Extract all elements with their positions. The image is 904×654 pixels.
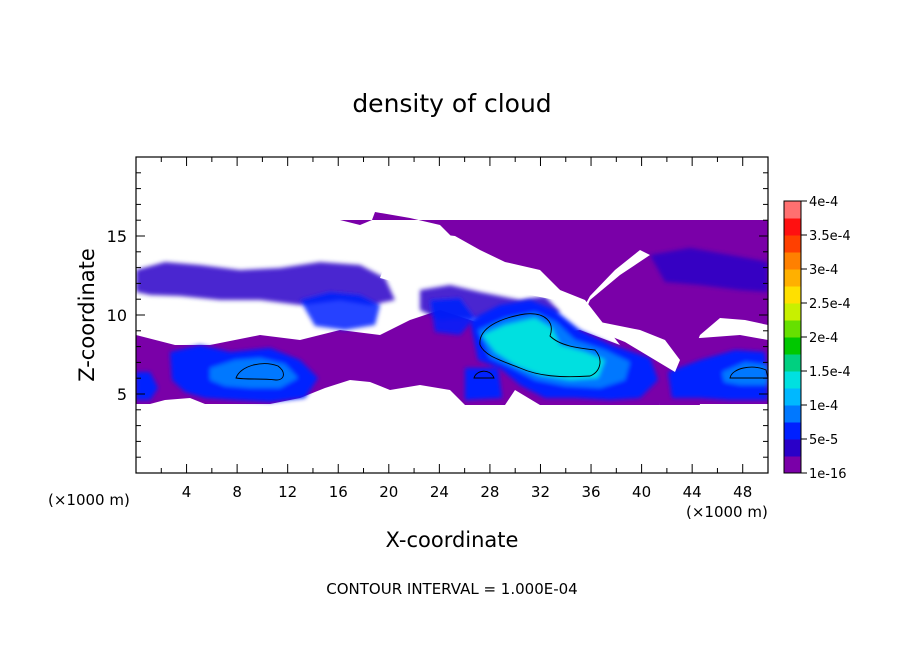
upper-band-right [650,248,768,292]
contour-right [729,366,768,379]
x-axis-title: X-coordinate [386,528,519,552]
x-tick-label: 20 [379,483,398,501]
colorbar-swatch [784,354,801,372]
y-tick-label: 5 [117,385,127,404]
colorbar-tick-label: 1e-4 [809,399,838,414]
x-unit-label-left: (×1000 m) [48,491,130,509]
y-axis-title: Z-coordinate [75,248,99,382]
x-tick-label: 32 [531,483,550,501]
colorbar-swatch [784,439,801,457]
colorbar-tick-label: 2e-4 [809,331,838,346]
colorbar-swatch [784,388,801,406]
colorbar-swatch [784,201,801,219]
centre-blob-core [482,318,605,380]
clear-gap-left [136,318,210,335]
colorbar-tick-label: 3e-4 [809,263,838,278]
x-tick-label: 12 [278,483,297,501]
colorbar-swatch [784,286,801,304]
x-tick-label: 4 [182,483,192,501]
y-tick-label: 10 [107,306,127,325]
colorbar-tick-label: 1.5e-4 [809,365,851,380]
clear-gap-upper [380,232,560,300]
mid-blue-centre [430,298,475,335]
colorbar-tick-label: 5e-5 [809,433,838,448]
contour-left [235,363,284,381]
colorbar-swatch [784,422,801,440]
y-tick-label: 15 [107,227,127,246]
colorbar-swatch [784,337,801,355]
contour-28 [473,370,495,379]
clear-gap-right [578,250,680,372]
colorbar-swatch [784,320,801,338]
x-axis: 4 8 12 16 20 24 28 32 36 40 44 48 [160,157,752,501]
colorbar-swatch [784,235,801,253]
density-field [136,212,768,405]
colorbar-swatch [784,218,801,236]
colorbar-tick-label: 3.5e-4 [809,229,851,244]
contour-lines [235,313,768,381]
contour-centre [479,313,601,378]
colorbar-swatch [784,405,801,423]
colorbar-tick-label: 2.5e-4 [809,297,851,312]
contour-interval-note: CONTOUR INTERVAL = 1.000E-04 [326,580,577,598]
cloud-deck [136,212,768,405]
x-tick-label: 44 [683,483,702,501]
left-edge-blob [136,372,158,400]
colorbar-swatch [784,371,801,389]
small-blob-28 [465,368,502,400]
x-tick-label: 48 [733,483,752,501]
x-unit-label-right: (×1000 m) [686,503,768,521]
mid-blue-left [300,292,380,330]
right-blob-outer [668,350,768,400]
x-tick-label: 40 [632,483,651,501]
x-tick-label: 28 [480,483,499,501]
x-tick-label: 36 [581,483,600,501]
colorbar-tick-label: 4e-4 [809,195,838,210]
colorbar-swatch [784,303,801,321]
colorbar-tick-label: 1e-16 [809,467,847,482]
colorbar-swatch [784,269,801,287]
chart-title: density of cloud [352,89,551,118]
colorbar: 1e-16 5e-5 1e-4 1.5e-4 2e-4 2.5e-4 3e-4 3.5e-4 4… [783,195,851,482]
colorbar-swatch [784,252,801,270]
x-tick-label: 24 [430,483,449,501]
x-tick-label: 8 [232,483,242,501]
colorbar-swatch [784,456,801,474]
y-axis: 5 10 15 [107,172,768,458]
x-tick-label: 16 [329,483,348,501]
